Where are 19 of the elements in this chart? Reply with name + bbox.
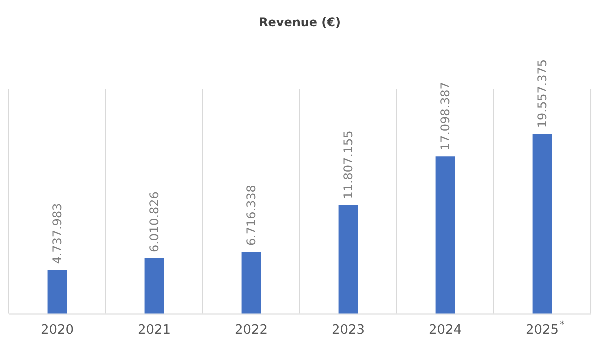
data-label: 6.716.338: [244, 185, 258, 246]
data-label: 6.010.826: [147, 192, 162, 253]
data-label: 4.737.983: [50, 203, 64, 264]
x-tick-label: 2022: [234, 323, 268, 338]
data-label: 19.557.375: [536, 60, 550, 128]
x-tick-label: 2025*: [526, 320, 566, 338]
chart-title: Revenue (€): [259, 16, 341, 30]
bar: [436, 156, 456, 314]
bar: [242, 252, 262, 314]
x-tick-label: 2020: [40, 323, 74, 338]
bar: [48, 270, 68, 314]
bar: [144, 258, 164, 314]
data-label: 11.807.155: [341, 130, 356, 200]
x-tick-label: 2021: [138, 323, 171, 338]
x-tick-label: 2023: [332, 323, 366, 338]
data-label: 17.098.387: [438, 82, 452, 151]
bar: [532, 134, 552, 314]
bar: [338, 205, 358, 314]
x-tick-label: 2024: [429, 323, 462, 338]
